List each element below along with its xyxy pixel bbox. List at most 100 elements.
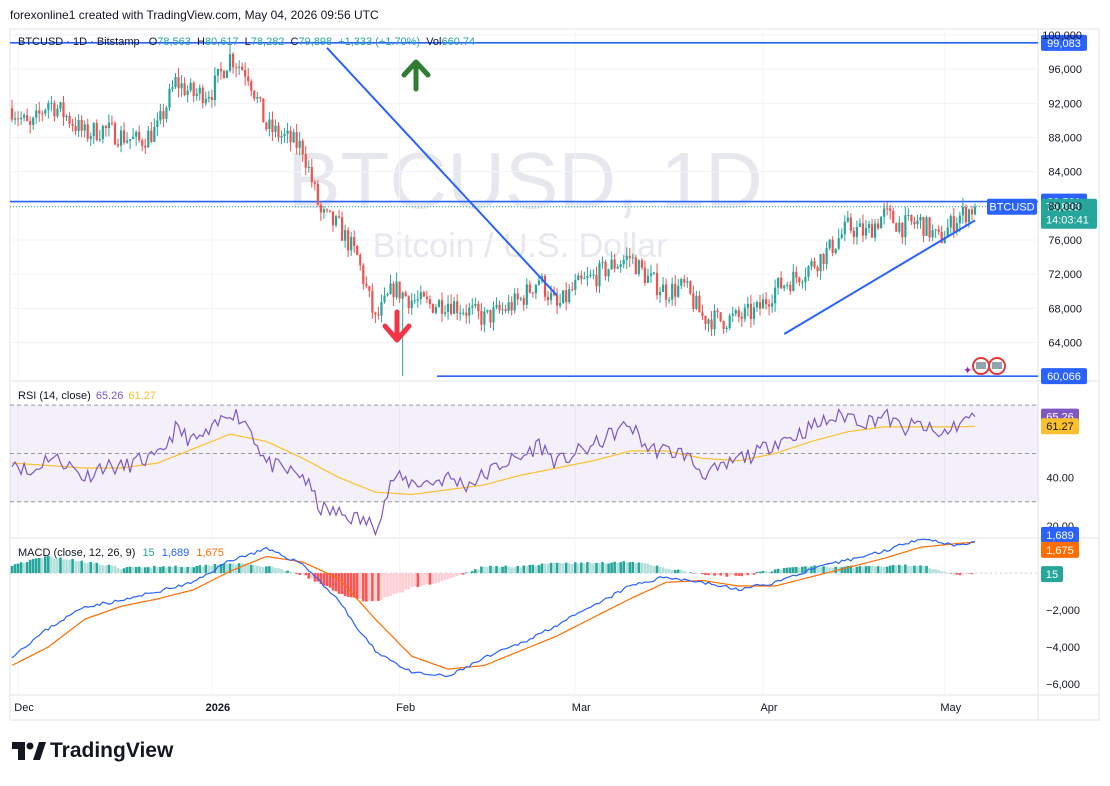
candle-body[interactable]	[44, 109, 47, 114]
candle-body[interactable]	[231, 54, 235, 68]
candle-body[interactable]	[492, 307, 495, 323]
candle-body[interactable]	[583, 278, 586, 280]
candle-body[interactable]	[489, 309, 492, 323]
candle-body[interactable]	[922, 217, 925, 236]
candle-body[interactable]	[153, 126, 156, 142]
candle-body[interactable]	[655, 272, 659, 296]
candle-body[interactable]	[843, 221, 846, 235]
candle-body[interactable]	[62, 102, 65, 118]
candle-body[interactable]	[383, 295, 386, 302]
candle-body[interactable]	[26, 115, 29, 121]
candle-body[interactable]	[892, 210, 895, 224]
candle-body[interactable]	[180, 83, 183, 89]
candle-body[interactable]	[649, 273, 653, 276]
candle-body[interactable]	[734, 310, 737, 314]
candle-body[interactable]	[825, 248, 828, 265]
candle-body[interactable]	[437, 300, 441, 308]
candle-body[interactable]	[132, 136, 135, 140]
candle-body[interactable]	[280, 135, 283, 138]
candle-body[interactable]	[283, 133, 286, 136]
candle-body[interactable]	[943, 237, 946, 243]
candle-body[interactable]	[589, 275, 592, 277]
candle-body[interactable]	[665, 284, 668, 300]
down-arrow-icon[interactable]	[382, 309, 412, 343]
candle-body[interactable]	[262, 98, 265, 123]
candle-body[interactable]	[571, 289, 574, 291]
candle-body[interactable]	[413, 300, 416, 302]
candle-body[interactable]	[298, 140, 301, 148]
candle-body[interactable]	[129, 139, 132, 141]
candle-body[interactable]	[913, 221, 916, 225]
candle-body[interactable]	[643, 267, 647, 283]
candle-body[interactable]	[453, 301, 456, 314]
candle-body[interactable]	[531, 292, 534, 294]
candle-body[interactable]	[344, 230, 347, 241]
candle-body[interactable]	[113, 123, 117, 145]
candle-body[interactable]	[141, 140, 144, 146]
candle-body[interactable]	[450, 303, 453, 314]
candle-body[interactable]	[407, 296, 410, 308]
candle-body[interactable]	[347, 230, 350, 251]
candle-body[interactable]	[513, 293, 516, 311]
candle-body[interactable]	[537, 280, 541, 285]
candle-body[interactable]	[786, 284, 789, 286]
candle-body[interactable]	[501, 309, 504, 311]
candle-body[interactable]	[216, 68, 220, 76]
candle-body[interactable]	[777, 277, 780, 288]
tradingview-logo[interactable]: TradingView	[12, 739, 173, 763]
candle-body[interactable]	[250, 81, 253, 91]
candle-body[interactable]	[401, 292, 404, 299]
candle-body[interactable]	[434, 307, 438, 313]
candle-body[interactable]	[752, 307, 756, 320]
candle-body[interactable]	[973, 206, 977, 215]
candle-body[interactable]	[834, 248, 837, 254]
candle-body[interactable]	[946, 227, 949, 238]
candle-body[interactable]	[313, 182, 316, 184]
candle-body[interactable]	[755, 302, 759, 308]
candle-body[interactable]	[228, 54, 232, 71]
candle-body[interactable]	[316, 183, 319, 205]
candle-body[interactable]	[340, 217, 344, 241]
candle-body[interactable]	[619, 264, 622, 267]
candle-body[interactable]	[156, 120, 159, 127]
candle-body[interactable]	[53, 102, 56, 117]
candle-body[interactable]	[471, 305, 474, 308]
candle-body[interactable]	[325, 209, 329, 211]
candle-body[interactable]	[964, 206, 968, 223]
candle-body[interactable]	[116, 144, 120, 146]
candle-body[interactable]	[410, 300, 413, 308]
candle-body[interactable]	[858, 223, 862, 228]
candle-body[interactable]	[780, 277, 783, 289]
candle-body[interactable]	[889, 208, 892, 211]
candle-body[interactable]	[362, 265, 365, 285]
candle-body[interactable]	[586, 276, 589, 279]
candle-body[interactable]	[310, 166, 313, 183]
candle-body[interactable]	[477, 303, 480, 312]
candle-body[interactable]	[555, 295, 559, 306]
candle-body[interactable]	[849, 217, 852, 231]
candle-body[interactable]	[468, 307, 471, 316]
candle-body[interactable]	[646, 275, 650, 283]
candle-body[interactable]	[398, 281, 401, 299]
candle-body[interactable]	[392, 283, 395, 298]
candle-body[interactable]	[568, 289, 571, 302]
candle-body[interactable]	[350, 237, 353, 251]
candle-body[interactable]	[419, 292, 422, 300]
candle-body[interactable]	[907, 215, 910, 217]
candle-body[interactable]	[295, 132, 298, 148]
candle-body[interactable]	[380, 301, 383, 316]
candle-body[interactable]	[801, 282, 804, 284]
candle-body[interactable]	[625, 255, 628, 260]
candle-body[interactable]	[462, 312, 465, 314]
candle-body[interactable]	[277, 125, 280, 138]
candle-body[interactable]	[677, 285, 680, 297]
candle-body[interactable]	[98, 139, 101, 141]
candle-body[interactable]	[256, 97, 259, 99]
candle-body[interactable]	[731, 313, 734, 316]
candle-body[interactable]	[767, 304, 771, 307]
candle-body[interactable]	[495, 304, 498, 308]
candle-body[interactable]	[789, 284, 792, 292]
candle-body[interactable]	[616, 266, 619, 269]
candle-body[interactable]	[919, 217, 922, 221]
candle-body[interactable]	[119, 130, 123, 146]
